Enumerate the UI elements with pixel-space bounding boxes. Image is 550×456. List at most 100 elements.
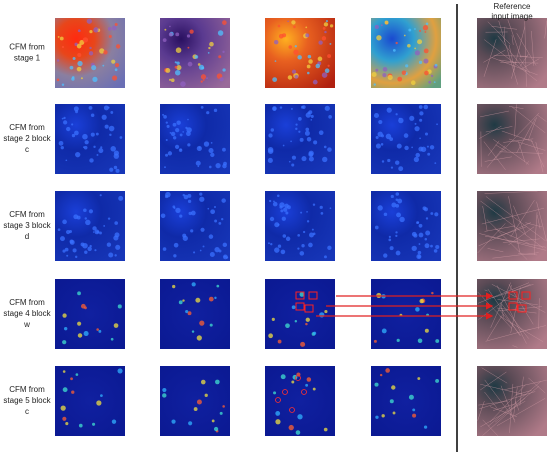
highlight-circle bbox=[301, 389, 307, 395]
speckle bbox=[206, 77, 208, 80]
texture bbox=[528, 117, 537, 140]
speckle bbox=[298, 130, 301, 133]
texture bbox=[480, 371, 507, 391]
reference-image bbox=[477, 279, 547, 349]
speckle bbox=[291, 163, 295, 167]
speckle bbox=[424, 237, 428, 241]
speckle bbox=[115, 44, 121, 49]
speckle bbox=[71, 123, 74, 126]
speckle bbox=[291, 305, 296, 310]
speckle bbox=[385, 368, 390, 373]
speckle bbox=[175, 47, 182, 53]
speckle bbox=[306, 64, 311, 69]
feature-map bbox=[160, 18, 230, 88]
feature-map bbox=[371, 191, 441, 261]
speckle bbox=[199, 196, 205, 202]
speckle bbox=[373, 83, 376, 86]
speckle bbox=[434, 212, 439, 217]
speckle bbox=[434, 63, 438, 67]
speckle bbox=[322, 156, 328, 163]
texture bbox=[477, 291, 513, 329]
row-label: stage 5 block bbox=[3, 396, 51, 405]
speckle bbox=[69, 65, 74, 70]
speckle bbox=[182, 131, 185, 133]
speckle bbox=[381, 328, 387, 334]
speckle bbox=[164, 28, 167, 31]
speckle bbox=[174, 65, 178, 69]
row-label: CFM from bbox=[9, 123, 45, 132]
texture bbox=[483, 39, 497, 77]
texture bbox=[508, 196, 521, 253]
speckle bbox=[276, 194, 280, 197]
speckle bbox=[210, 209, 216, 215]
speckle bbox=[203, 141, 210, 147]
speckle bbox=[418, 105, 423, 109]
speckle bbox=[424, 70, 429, 76]
speckle bbox=[189, 29, 194, 34]
speckle bbox=[78, 423, 83, 428]
speckle bbox=[75, 373, 79, 376]
speckle bbox=[301, 156, 307, 162]
speckle bbox=[95, 132, 99, 136]
speckle bbox=[197, 63, 201, 66]
speckle bbox=[327, 54, 332, 59]
speckle bbox=[306, 220, 310, 223]
texture bbox=[480, 383, 527, 396]
speckle bbox=[196, 335, 202, 341]
speckle bbox=[106, 242, 112, 247]
speckle bbox=[69, 239, 75, 245]
speckle bbox=[404, 145, 409, 151]
speckle bbox=[222, 68, 226, 72]
speckle bbox=[165, 153, 169, 157]
speckle bbox=[113, 323, 119, 328]
speckle bbox=[288, 160, 291, 163]
texture bbox=[511, 26, 526, 79]
speckle bbox=[176, 120, 181, 125]
speckle bbox=[419, 298, 424, 304]
speckle bbox=[274, 222, 280, 228]
speckle bbox=[96, 328, 99, 331]
speckle bbox=[209, 323, 213, 327]
speckle bbox=[215, 162, 221, 169]
speckle bbox=[268, 242, 270, 245]
texture bbox=[496, 285, 527, 344]
texture bbox=[477, 223, 506, 254]
speckle bbox=[412, 408, 416, 412]
speckle bbox=[107, 106, 110, 109]
speckle bbox=[172, 122, 177, 127]
reference-image bbox=[477, 104, 547, 174]
speckle bbox=[102, 64, 105, 67]
row-label: w bbox=[23, 320, 30, 329]
speckle bbox=[70, 377, 73, 381]
row-label: d bbox=[25, 232, 29, 241]
speckle bbox=[92, 231, 95, 233]
speckle bbox=[175, 32, 180, 37]
speckle bbox=[58, 140, 64, 146]
speckle bbox=[199, 249, 202, 252]
speckle bbox=[187, 311, 192, 316]
speckle bbox=[414, 122, 417, 125]
speckle bbox=[291, 69, 297, 74]
speckle bbox=[280, 374, 286, 380]
speckle bbox=[210, 152, 215, 158]
speckle bbox=[103, 105, 109, 111]
row-label: c bbox=[25, 145, 29, 154]
speckle bbox=[423, 425, 428, 429]
speckle bbox=[299, 137, 304, 142]
texture bbox=[534, 212, 538, 255]
reference-image bbox=[477, 366, 547, 436]
speckle bbox=[312, 203, 316, 206]
speckle bbox=[396, 212, 402, 218]
row-label: c bbox=[25, 407, 29, 416]
speckle bbox=[109, 133, 112, 137]
speckle bbox=[59, 236, 65, 242]
texture bbox=[495, 385, 540, 423]
speckle bbox=[93, 27, 99, 33]
speckle bbox=[295, 127, 298, 131]
feature-map bbox=[160, 279, 230, 349]
speckle bbox=[222, 50, 225, 54]
speckle bbox=[382, 72, 387, 78]
speckle bbox=[291, 155, 297, 160]
speckle bbox=[417, 338, 423, 344]
speckle bbox=[200, 80, 203, 83]
